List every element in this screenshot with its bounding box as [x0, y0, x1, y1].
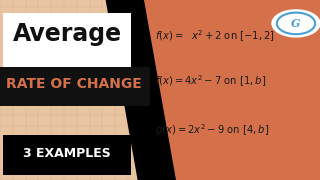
Text: G: G [291, 18, 301, 29]
FancyBboxPatch shape [0, 67, 150, 106]
Text: 3 EXAMPLES: 3 EXAMPLES [23, 147, 111, 160]
FancyBboxPatch shape [3, 135, 131, 175]
Polygon shape [106, 0, 176, 180]
Text: Average: Average [13, 22, 122, 46]
Bar [144, 0, 320, 180]
FancyBboxPatch shape [3, 13, 131, 77]
Text: $f(x) =\ \ x^2 + 2$ on $[-1, 2]$: $f(x) =\ \ x^2 + 2$ on $[-1, 2]$ [155, 28, 275, 44]
Circle shape [272, 10, 320, 37]
Text: $f(x) = 4x^2 - 7$ on $[1, b]$: $f(x) = 4x^2 - 7$ on $[1, b]$ [155, 73, 267, 89]
Text: $g(x) = 2x^2 - 9$ on $[4, b]$: $g(x) = 2x^2 - 9$ on $[4, b]$ [155, 122, 269, 138]
Text: RATE OF CHANGE: RATE OF CHANGE [6, 77, 142, 91]
